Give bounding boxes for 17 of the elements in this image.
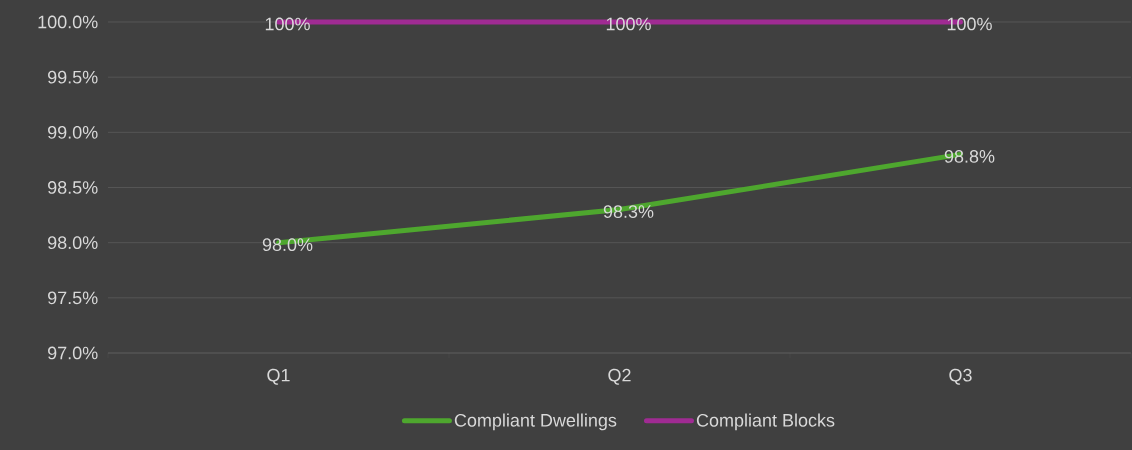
data-label: 100% (606, 17, 651, 31)
y-tick-label: 98.5% (48, 181, 98, 194)
legend-label: Compliant Blocks (696, 413, 835, 431)
y-tick-label: 99.0% (48, 125, 98, 139)
y-tick-label: 100.0% (38, 15, 98, 29)
y-tick-label: 97.5% (48, 291, 98, 305)
data-label: 98.0% (262, 238, 313, 252)
data-label: 100% (947, 17, 992, 31)
legend-label: Compliant Dwellings (454, 413, 617, 431)
x-tick-label: Q1 (267, 368, 290, 385)
y-tick-label: 97.0% (48, 346, 98, 360)
data-label: 98.3% (603, 205, 654, 218)
data-label: 98.8% (944, 150, 995, 163)
x-tick-label: Q3 (949, 368, 972, 385)
y-tick-label: 98.0% (48, 236, 98, 250)
x-tick-label: Q2 (608, 368, 631, 385)
y-tick-label: 99.5% (48, 70, 98, 84)
